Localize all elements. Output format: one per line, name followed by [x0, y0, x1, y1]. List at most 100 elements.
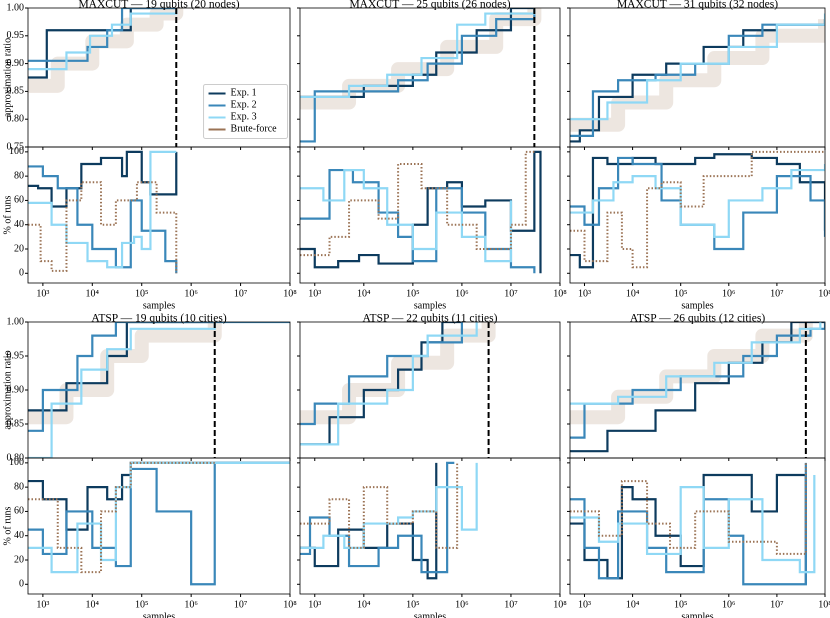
y-axis-label: approximation ratio	[2, 38, 13, 117]
legend-label: Exp. 2	[231, 100, 257, 111]
series-line	[28, 461, 290, 586]
x-tick-label: 10⁸	[553, 288, 567, 299]
y-tick-label: 20	[14, 554, 24, 565]
x-tick-label: 10³	[308, 288, 321, 299]
y-tick-label: 0.95	[7, 30, 25, 41]
x-tick-label: 10⁷	[770, 599, 784, 610]
x-tick-label: 10⁸	[283, 288, 297, 299]
series-line	[300, 8, 535, 99]
x-tick-label: 10⁵	[674, 599, 688, 610]
plot	[28, 322, 290, 458]
series-line	[28, 150, 177, 269]
series-line	[300, 322, 462, 446]
chart-title: MAXCUT — 31 qubits (32 nodes)	[617, 0, 778, 11]
series-line	[28, 322, 290, 432]
x-tick-label: 10⁵	[135, 599, 149, 610]
x-tick-label: 10⁵	[674, 288, 688, 299]
x-axis-label: samples	[143, 611, 175, 618]
y-tick-label: 20	[14, 243, 24, 254]
series-line	[570, 475, 816, 574]
y-tick-label: 40	[14, 530, 24, 541]
y-tick-label: 0.80	[7, 452, 25, 463]
y-tick-label: 0	[19, 579, 24, 590]
series-line	[28, 8, 177, 79]
series-line	[570, 153, 825, 269]
series-line	[28, 150, 178, 208]
series-line	[300, 168, 536, 274]
plot	[28, 8, 184, 93]
axes-frame	[27, 146, 291, 284]
axes-frame	[569, 146, 826, 284]
series-line	[28, 8, 178, 71]
series-line	[300, 322, 478, 446]
series-line	[28, 461, 215, 574]
plot	[28, 461, 290, 586]
series-line	[570, 150, 825, 269]
axes-frame	[299, 7, 561, 148]
y-axis-label: % of runs	[2, 195, 13, 234]
x-tick-label: 10⁴	[357, 288, 371, 299]
series-line	[300, 150, 535, 257]
x-tick-label: 10⁵	[406, 288, 420, 299]
y-tick-label: 100	[9, 146, 24, 157]
x-tick-label: 10⁵	[135, 288, 149, 299]
y-tick-label: 80	[14, 481, 24, 492]
x-tick-label: 10³	[308, 599, 321, 610]
chart-title: ATSP — 19 qubits (10 cities)	[91, 313, 227, 325]
x-tick-label: 10⁴	[86, 599, 100, 610]
y-tick-label: 0.80	[7, 113, 25, 124]
y-tick-label: 100	[9, 457, 24, 468]
series-line	[300, 462, 438, 580]
x-axis-label: samples	[681, 300, 713, 311]
x-tick-label: 10⁶	[722, 288, 736, 299]
chart-title: MAXCUT — 25 qubits (26 nodes)	[349, 0, 510, 11]
x-axis-label: samples	[681, 611, 713, 618]
x-tick-label: 10³	[36, 599, 49, 610]
x-axis-label: samples	[414, 300, 446, 311]
plot	[570, 13, 825, 143]
y-tick-label: 0.90	[7, 58, 25, 69]
y-tick-label: 40	[14, 219, 24, 230]
chart-title: MAXCUT — 19 qubits (20 nodes)	[78, 0, 239, 11]
x-tick-label: 10⁷	[234, 599, 248, 610]
x-axis-label: samples	[414, 611, 446, 618]
plot	[300, 322, 496, 446]
x-tick-label: 10⁷	[504, 599, 518, 610]
x-tick-label: 10⁶	[184, 599, 198, 610]
series-line	[570, 462, 807, 555]
x-tick-label: 10⁴	[626, 599, 640, 610]
x-tick-label: 10⁴	[357, 599, 371, 610]
x-tick-label: 10³	[36, 288, 49, 299]
x-tick-label: 10⁸	[553, 599, 567, 610]
plot	[570, 462, 816, 586]
x-tick-label: 10⁸	[283, 599, 297, 610]
legend-label: Exp. 1	[231, 88, 257, 99]
series-line	[300, 8, 536, 143]
y-tick-label: 0	[19, 268, 24, 279]
plot	[300, 461, 478, 580]
legend-label: Exp. 3	[231, 112, 257, 123]
series-line	[28, 181, 178, 274]
x-tick-label: 10⁵	[406, 599, 420, 610]
x-tick-label: 10⁷	[770, 288, 784, 299]
x-tick-label: 10³	[578, 599, 591, 610]
y-tick-label: 80	[14, 170, 24, 181]
series-line	[570, 13, 825, 121]
y-tick-label: 1.00	[7, 316, 25, 327]
x-tick-label: 10⁴	[626, 288, 640, 299]
series-line	[300, 8, 542, 110]
x-tick-label: 10⁸	[818, 288, 830, 299]
axes-frame	[299, 457, 561, 595]
series-line	[570, 19, 825, 132]
series-line	[570, 156, 825, 251]
chart-title: ATSP — 22 qubits (11 cities)	[363, 313, 498, 325]
plot	[300, 150, 542, 274]
plot	[570, 322, 825, 453]
x-tick-label: 10³	[578, 288, 591, 299]
series-line	[570, 462, 807, 586]
x-tick-label: 10⁷	[234, 288, 248, 299]
x-tick-label: 10⁶	[455, 288, 469, 299]
series-line	[570, 473, 807, 585]
